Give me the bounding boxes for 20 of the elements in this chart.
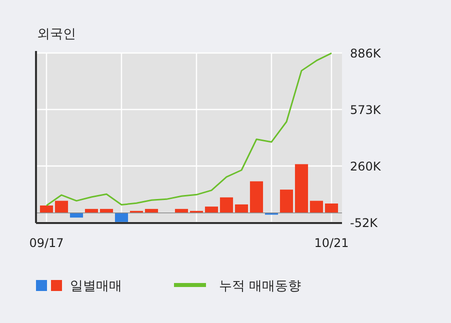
bar	[280, 190, 294, 213]
bar	[220, 197, 234, 213]
y-tick-label: 886K	[350, 46, 382, 60]
y-tick-label: -52K	[350, 216, 379, 230]
chart-title: 외국인	[37, 27, 76, 42]
bar	[324, 204, 338, 213]
y-tick-label: 573K	[350, 102, 382, 117]
bar	[204, 206, 218, 213]
bar	[250, 181, 264, 213]
bar	[40, 205, 54, 213]
y-tick-label: 260K	[350, 159, 382, 174]
bar	[310, 200, 324, 213]
bar	[54, 200, 68, 213]
bar	[114, 212, 128, 222]
x-tick-label: 10/21	[314, 236, 349, 250]
legend-label: 일별매매	[70, 279, 122, 294]
bar	[294, 164, 308, 213]
x-tick-label: 09/17	[29, 236, 64, 250]
legend-label: 누적 매매동향	[219, 279, 302, 294]
bar	[234, 204, 248, 213]
